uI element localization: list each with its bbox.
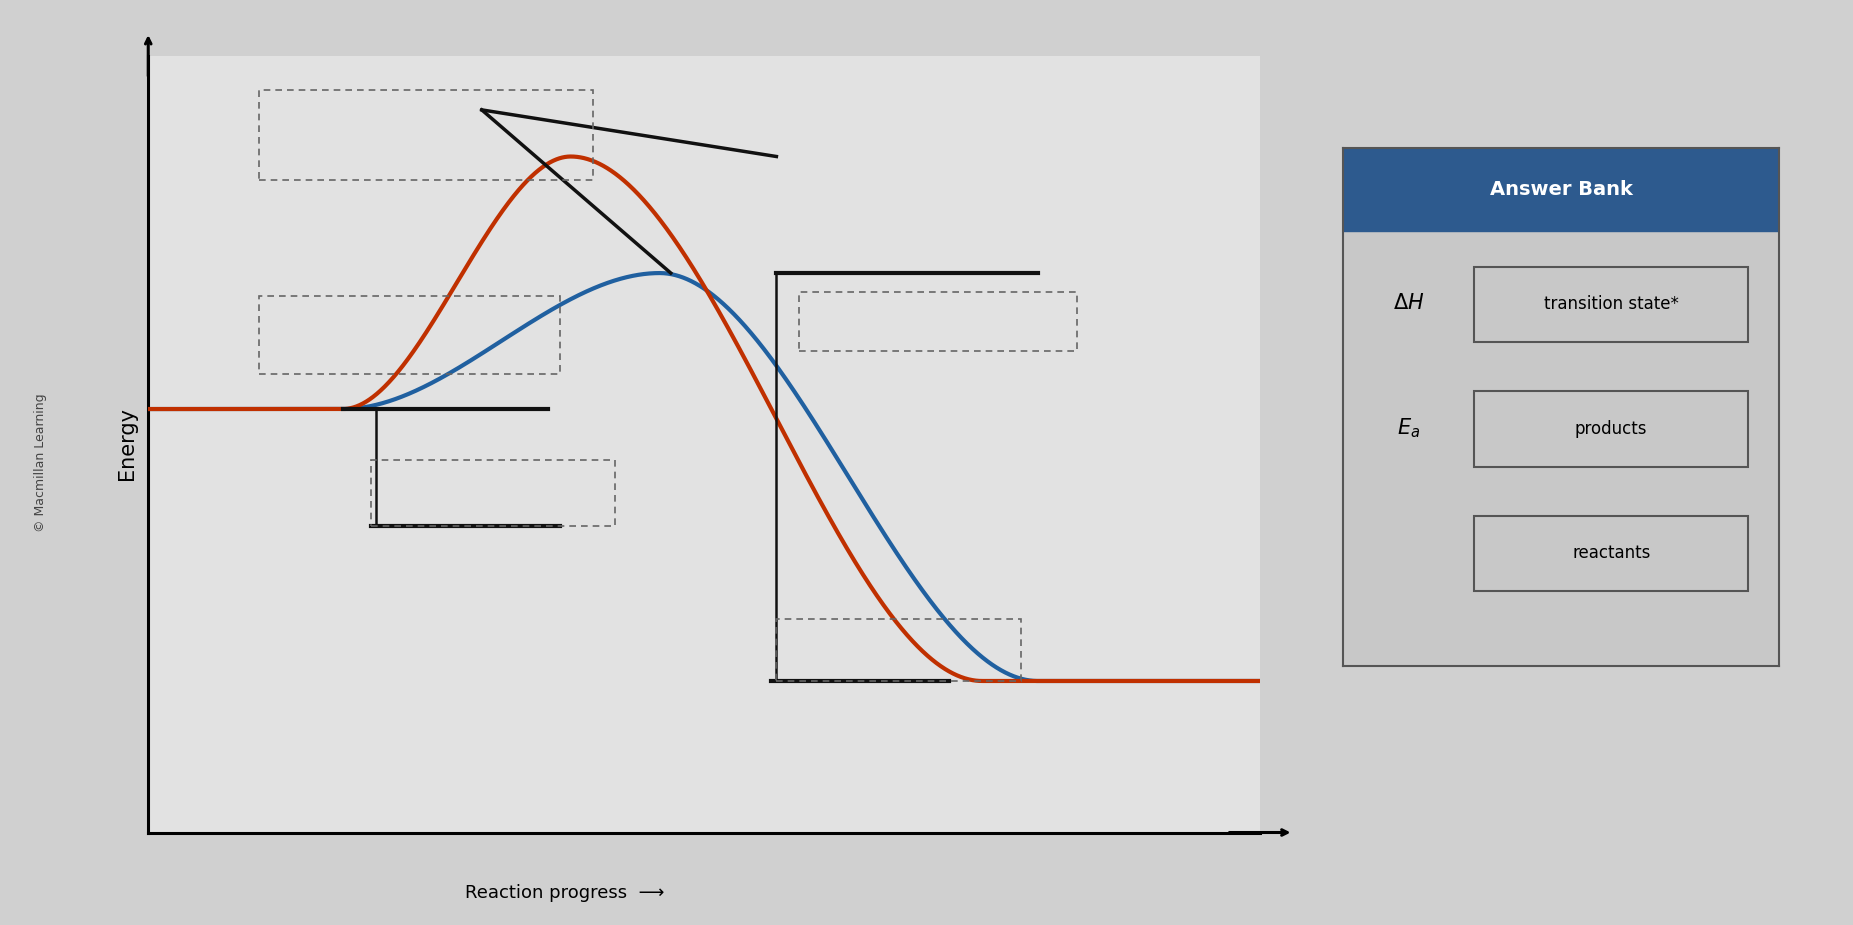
FancyBboxPatch shape <box>1475 267 1749 342</box>
Bar <box>1343 148 1779 231</box>
Text: Reaction progress  ⟶: Reaction progress ⟶ <box>465 883 665 902</box>
Bar <box>799 292 1077 351</box>
Text: transition state*: transition state* <box>1544 295 1679 314</box>
FancyBboxPatch shape <box>1475 516 1749 591</box>
Y-axis label: Energy: Energy <box>117 408 137 480</box>
Text: Answer Bank: Answer Bank <box>1490 180 1632 199</box>
Text: $E_a$: $E_a$ <box>1397 416 1421 439</box>
Text: products: products <box>1575 420 1647 438</box>
Bar <box>259 91 593 179</box>
Text: $\Delta H$: $\Delta H$ <box>1393 293 1425 314</box>
Text: © Macmillan Learning: © Macmillan Learning <box>33 393 48 532</box>
Bar <box>371 460 615 525</box>
Bar <box>259 296 560 374</box>
Text: reactants: reactants <box>1571 544 1651 562</box>
FancyBboxPatch shape <box>1475 391 1749 466</box>
Bar <box>776 619 1021 681</box>
